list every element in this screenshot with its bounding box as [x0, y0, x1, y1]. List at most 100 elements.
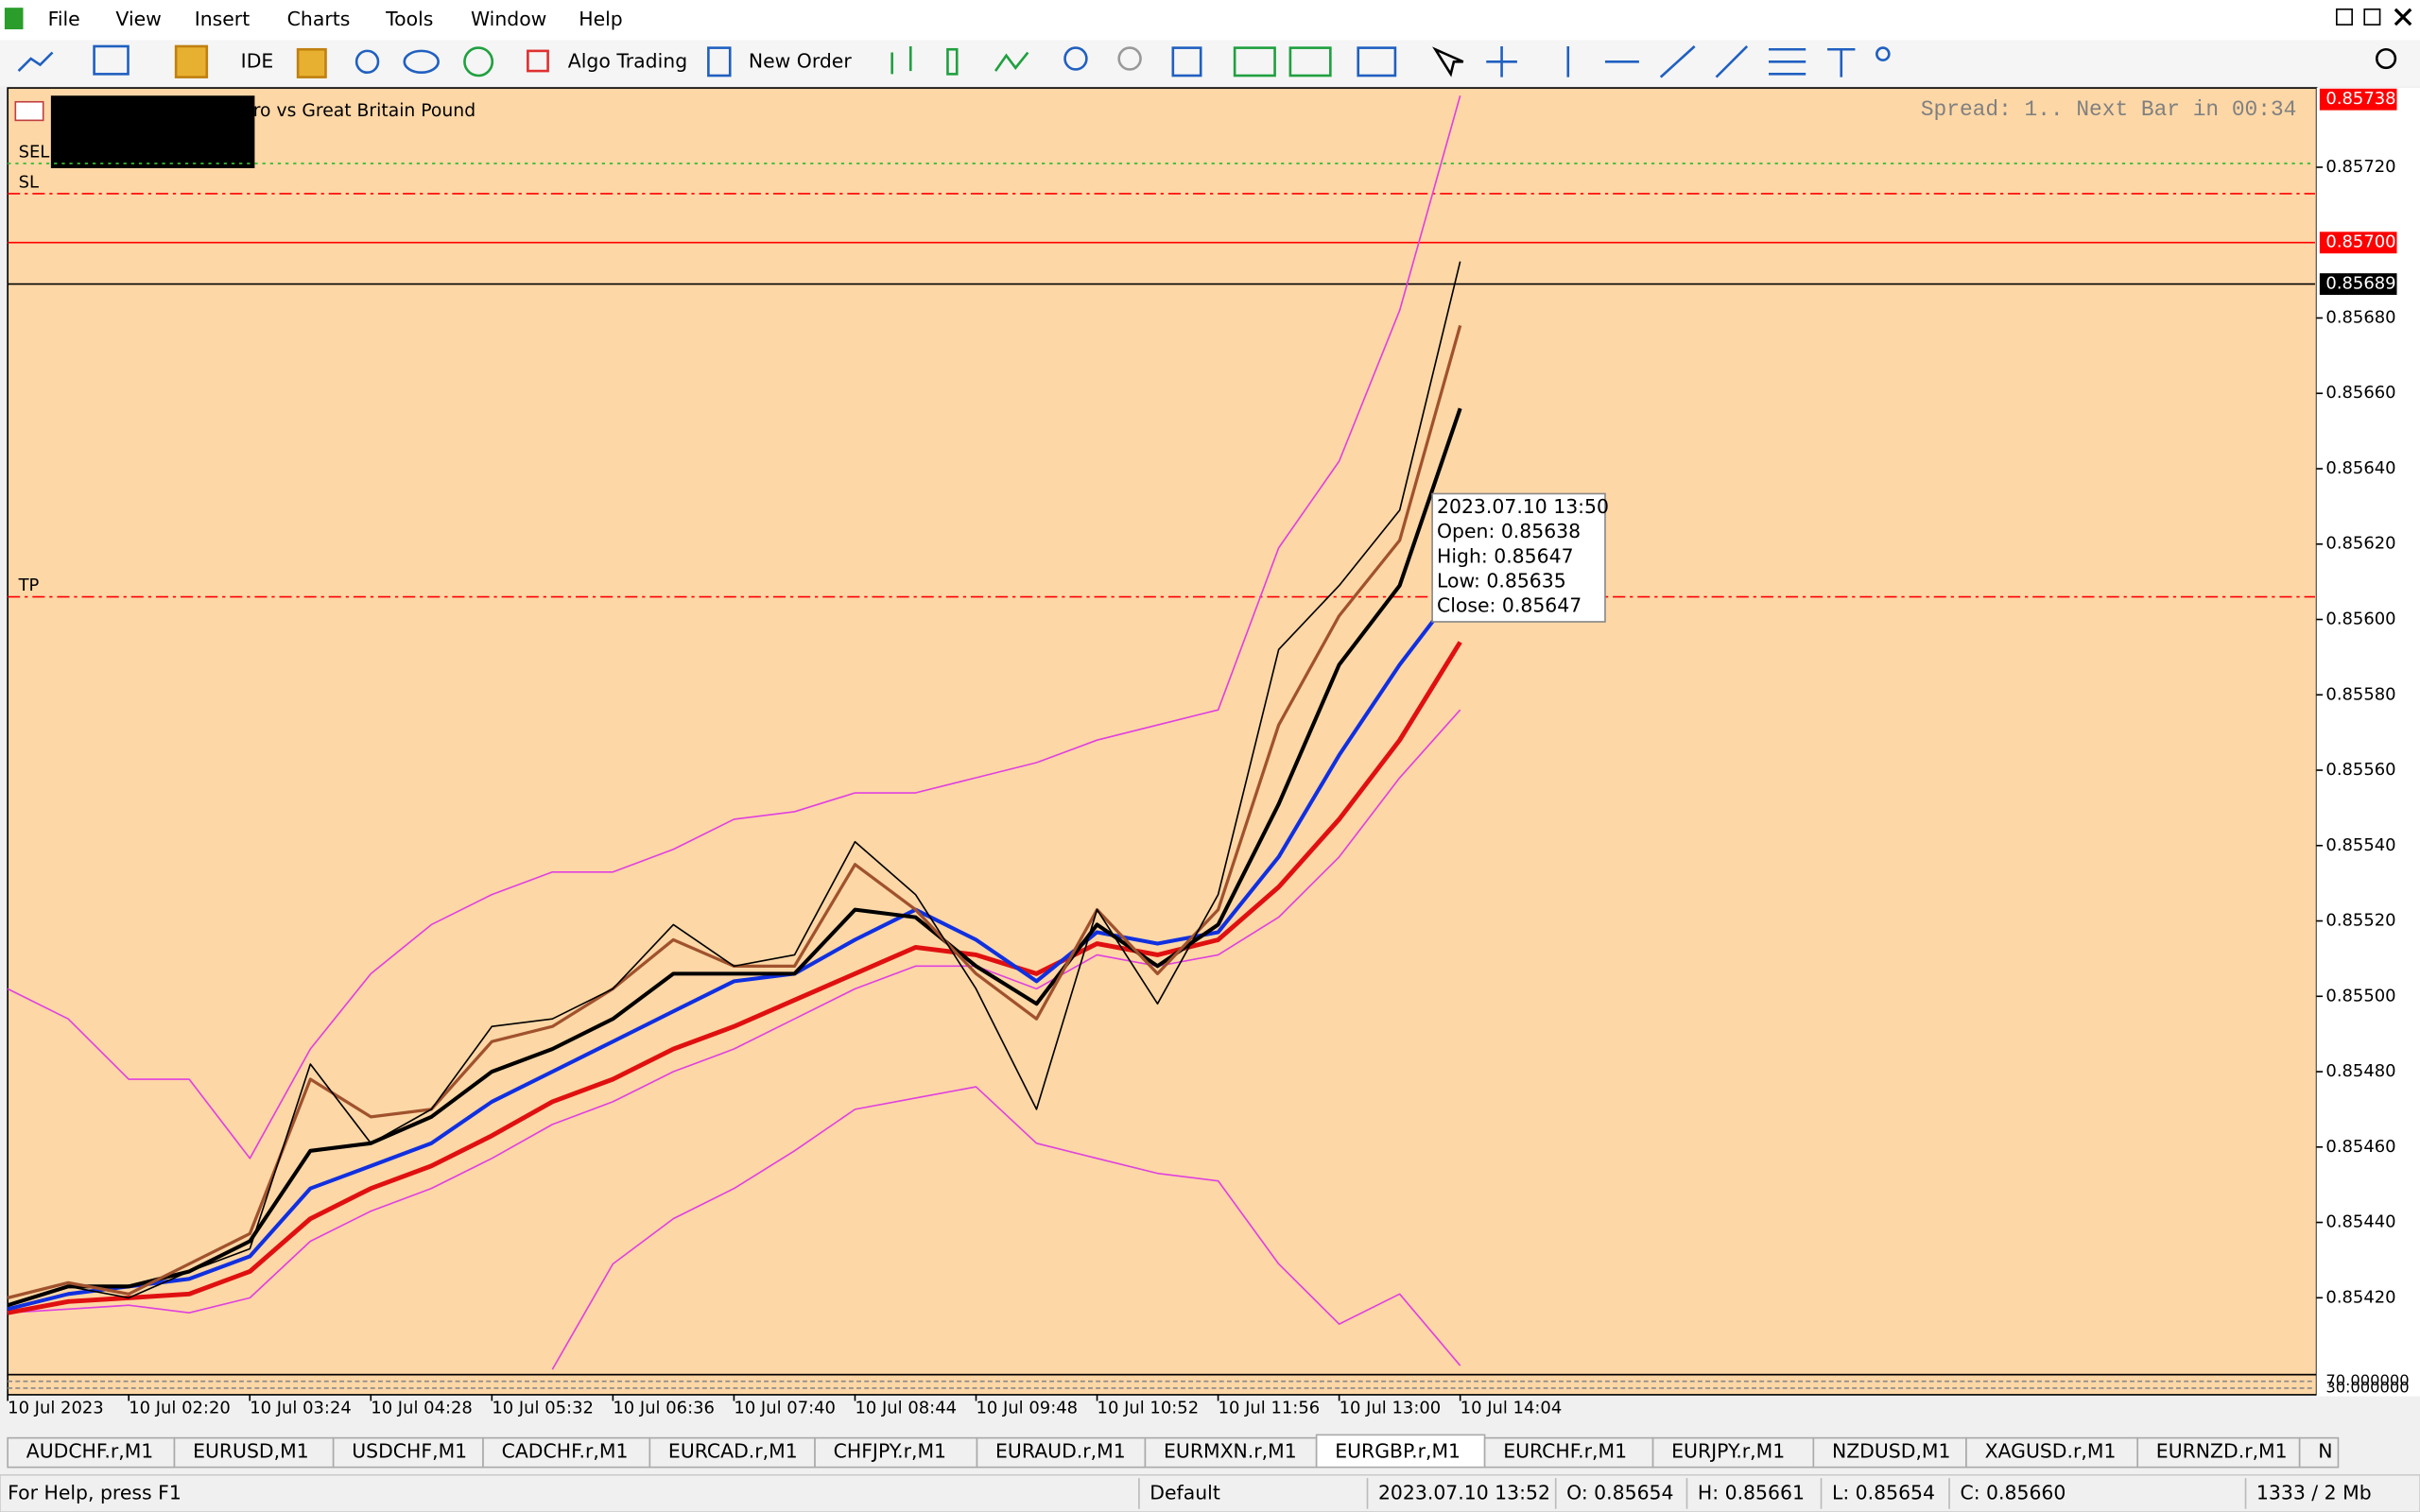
toolbar-label[interactable]: Algo Trading [568, 49, 687, 72]
toolbar-label[interactable]: New Order [749, 49, 853, 72]
tab-label[interactable]: EURJPY.r,M1 [1671, 1439, 1785, 1462]
tool-icon[interactable] [296, 47, 327, 78]
tooltip-line: Open: 0.85638 [1437, 520, 1581, 542]
tool-icon[interactable] [93, 44, 130, 76]
algo-icon[interactable] [527, 49, 549, 73]
search[interactable] [2375, 47, 2397, 70]
tab-label[interactable]: USDCHF,M1 [352, 1439, 467, 1462]
series-line [7, 641, 1462, 1315]
tool-icon[interactable] [174, 44, 209, 78]
tab-label[interactable]: EURCAD.r,M1 [668, 1439, 798, 1462]
close-button[interactable] [2394, 8, 2412, 26]
tool-icon[interactable] [463, 46, 494, 77]
tab-label[interactable]: AUDCHF.r,M1 [26, 1439, 154, 1462]
crosshair-tool[interactable] [1486, 45, 1517, 77]
status-text: C: 0.85660 [1960, 1481, 2066, 1503]
tooltip-box [1431, 492, 1606, 623]
tab-label[interactable]: EURNZD.r,M1 [2156, 1439, 2288, 1462]
y-tick-label: 0.85440 [2325, 1212, 2395, 1232]
menu-item[interactable]: Help [579, 8, 623, 30]
tab-label[interactable]: CHFJPY.r,M1 [834, 1439, 946, 1462]
series-line [7, 95, 1461, 1160]
screenshot[interactable] [1357, 46, 1397, 77]
y-tick-label: 0.85460 [2325, 1137, 2395, 1157]
tab[interactable] [648, 1436, 816, 1469]
shapes-tool[interactable] [1876, 46, 1891, 61]
tab-label[interactable]: XAGUSD.r,M1 [1985, 1439, 2117, 1462]
tab[interactable] [976, 1436, 1147, 1469]
tool-icon[interactable] [946, 47, 959, 76]
menu-item[interactable]: File [48, 8, 80, 30]
price-tag-bg [2319, 273, 2397, 296]
tool-icon[interactable] [354, 49, 380, 75]
zoom-out[interactable] [1117, 46, 1142, 71]
y-tick-label: 0.85680 [2325, 307, 2395, 327]
tool-icon[interactable] [1288, 46, 1332, 77]
new-order-icon[interactable] [707, 46, 732, 77]
tool-icon[interactable] [1233, 46, 1276, 77]
tab[interactable] [1965, 1436, 2139, 1469]
tab[interactable] [814, 1436, 978, 1469]
menu-item[interactable]: View [115, 8, 161, 30]
series-line [7, 261, 1461, 1307]
tool-icon[interactable] [994, 51, 1029, 72]
menu-item[interactable]: Window [471, 8, 546, 30]
status-text: O: 0.85654 [1566, 1481, 1673, 1503]
y-tick-label: 0.85640 [2325, 458, 2395, 478]
price-tag-bg [2319, 88, 2397, 111]
order-level-label: TP [18, 576, 40, 595]
tooltip-line: 2023.07.10 13:50 [1437, 495, 1609, 518]
tab-label[interactable]: EURAUD.r,M1 [995, 1439, 1126, 1462]
toolbar-icons [17, 44, 2397, 78]
price-tag-bg [2319, 232, 2397, 254]
tab[interactable] [2136, 1436, 2301, 1469]
tab-label[interactable]: EURUSD,M1 [193, 1439, 309, 1462]
tool-icon[interactable] [17, 51, 54, 73]
tab-label[interactable]: N [2318, 1439, 2332, 1462]
price-tag-label: 0.85700 [2325, 232, 2395, 252]
menu-bar [0, 0, 2420, 41]
tab[interactable] [173, 1436, 335, 1469]
x-tick-label: 10 Jul 03:24 [250, 1399, 352, 1418]
tab[interactable] [7, 1436, 176, 1469]
series-line [7, 407, 1462, 1308]
tab-label[interactable]: CADCHF.r,M1 [502, 1439, 629, 1462]
x-tick-label: 10 Jul 14:04 [1461, 1399, 1563, 1418]
y-tick-label: 0.85420 [2325, 1287, 2395, 1307]
x-tick-label: 10 Jul 10:52 [1098, 1399, 1200, 1418]
y-tick-label: 0.85620 [2325, 534, 2395, 554]
tool-icon[interactable] [403, 49, 440, 75]
y-tick-label: 0.85540 [2325, 835, 2395, 855]
menu-item[interactable]: Tools [385, 8, 433, 30]
draw-tools[interactable] [1566, 45, 1856, 78]
minimize-button[interactable] [2336, 8, 2353, 26]
tool-icon[interactable] [1171, 46, 1202, 77]
status-text: 2023.07.10 13:52 [1378, 1481, 1550, 1503]
x-tick-label: 10 Jul 13:00 [1340, 1399, 1442, 1418]
x-tick-label: 10 Jul 08:44 [855, 1399, 957, 1418]
zoom-in[interactable] [1063, 46, 1088, 71]
menu-item[interactable]: Insert [195, 8, 250, 30]
tab-label[interactable]: NZDUSD,M1 [1832, 1439, 1951, 1462]
series-line [7, 584, 1462, 1312]
status-text: H: 0.85661 [1698, 1481, 1805, 1503]
restore-button[interactable] [2363, 8, 2381, 26]
menu-item[interactable]: Charts [287, 8, 351, 30]
tooltip-line: High: 0.85647 [1437, 544, 1574, 567]
cursor-tool[interactable] [1431, 46, 1464, 77]
tool-icon[interactable] [890, 45, 912, 75]
price-tag-label: 0.85738 [2325, 89, 2395, 109]
tab[interactable] [1651, 1436, 1815, 1469]
status-bar [0, 1474, 2420, 1512]
status-text: 1333 / 2 Mb [2256, 1481, 2372, 1503]
y-tick-label: 0.85480 [2325, 1061, 2395, 1081]
chart-menu-icon[interactable] [14, 100, 44, 122]
tab-label[interactable]: EURCHF.r,M1 [1503, 1439, 1627, 1462]
tab[interactable] [1315, 1434, 1486, 1469]
tab[interactable] [2298, 1436, 2340, 1469]
tab-label[interactable]: EURMXN.r,M1 [1164, 1439, 1297, 1462]
tab-label[interactable]: EURGBP.r,M1 [1335, 1439, 1461, 1462]
chart-area[interactable] [7, 87, 2318, 1376]
toolbar-label[interactable]: IDE [241, 49, 274, 72]
